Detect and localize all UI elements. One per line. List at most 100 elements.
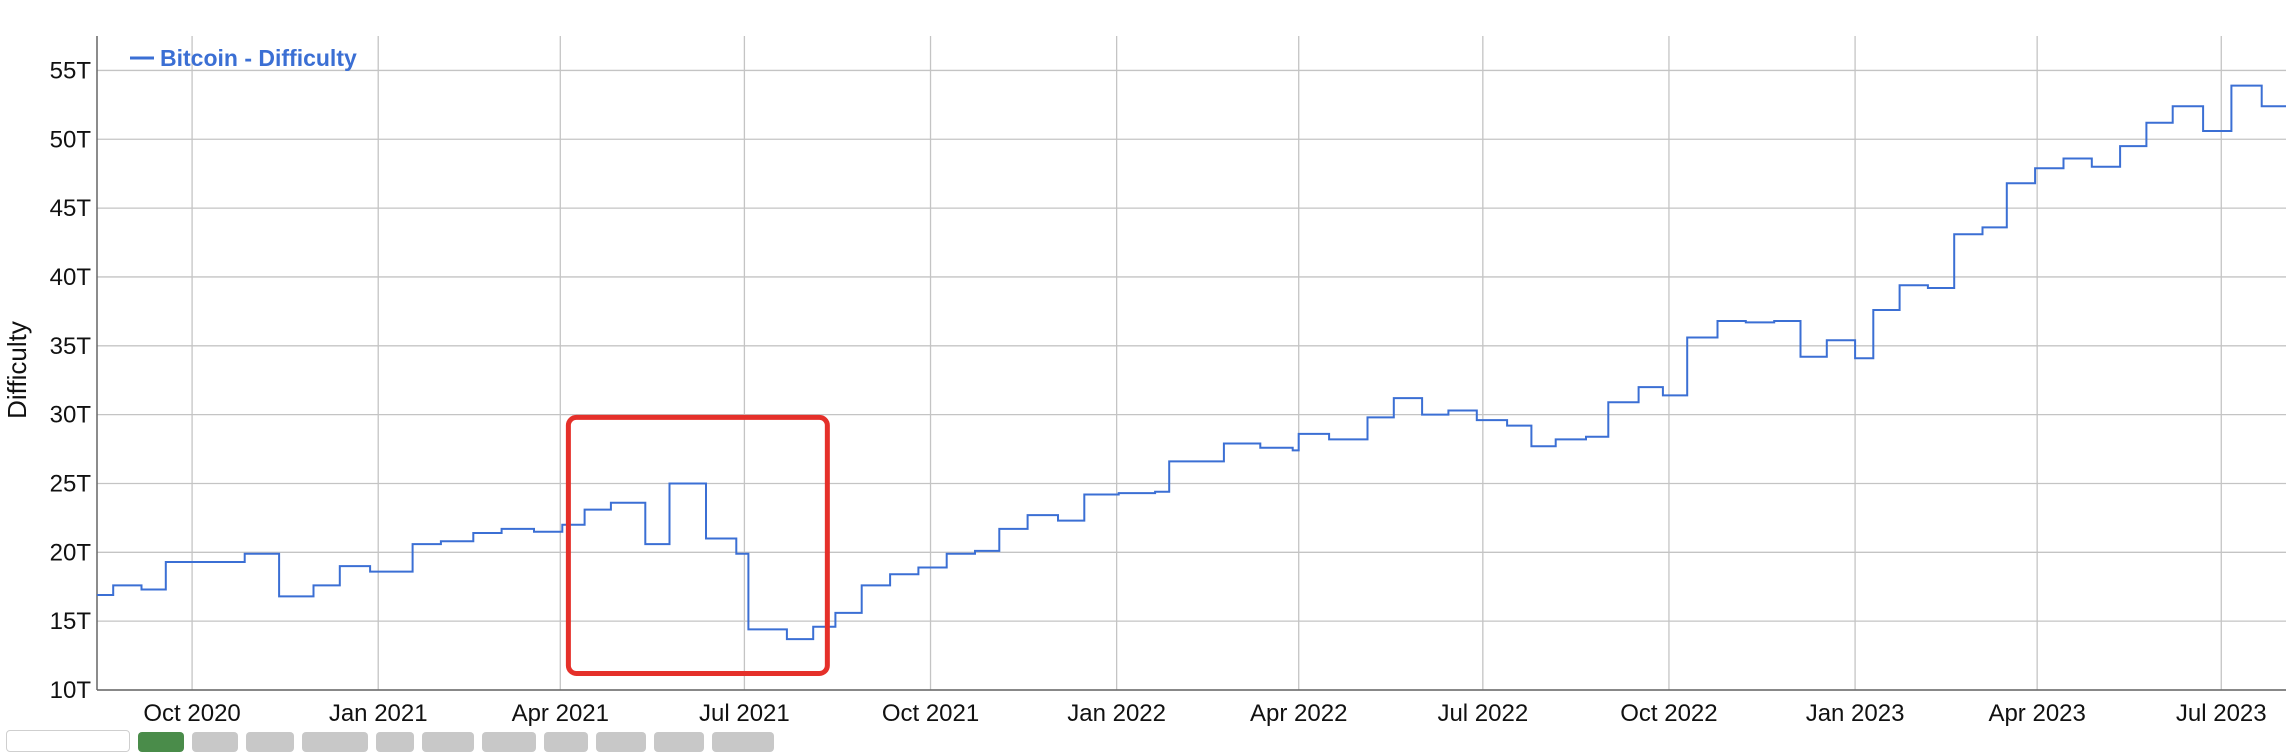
data-point[interactable] — [1166, 458, 1172, 464]
data-point[interactable] — [2061, 156, 2067, 162]
data-point[interactable] — [242, 551, 248, 557]
data-point[interactable] — [582, 507, 588, 513]
range-button[interactable] — [596, 732, 646, 752]
data-point[interactable] — [745, 626, 751, 632]
data-point[interactable] — [944, 551, 950, 557]
data-point[interactable] — [1798, 354, 1804, 360]
data-point[interactable] — [2200, 128, 2206, 134]
data-point[interactable] — [1290, 447, 1296, 453]
data-point[interactable] — [1605, 399, 1611, 405]
data-point[interactable] — [438, 538, 444, 544]
data-point[interactable] — [667, 481, 673, 487]
data-point[interactable] — [915, 565, 921, 571]
data-point[interactable] — [972, 548, 978, 554]
x-tick-label: Apr 2022 — [1250, 700, 1347, 727]
y-tick-label: 25T — [50, 470, 92, 497]
data-point[interactable] — [1870, 307, 1876, 313]
data-point[interactable] — [1980, 224, 1986, 230]
data-point[interactable] — [733, 551, 739, 557]
chart-legend[interactable]: Bitcoin - Difficulty — [130, 45, 357, 71]
range-button[interactable] — [654, 732, 704, 752]
data-point[interactable] — [2259, 103, 2265, 109]
data-point[interactable] — [1852, 355, 1858, 361]
data-point[interactable] — [1715, 318, 1721, 324]
data-point[interactable] — [859, 582, 865, 588]
range-button[interactable] — [246, 732, 294, 752]
data-point[interactable] — [2283, 103, 2289, 109]
data-point[interactable] — [642, 541, 648, 547]
data-point[interactable] — [1296, 431, 1302, 437]
x-tick-label: Apr 2023 — [1988, 700, 2085, 727]
data-point[interactable] — [1081, 492, 1087, 498]
range-button[interactable] — [712, 732, 774, 752]
range-button[interactable] — [376, 732, 414, 752]
data-point[interactable] — [559, 522, 565, 528]
data-point[interactable] — [784, 636, 790, 642]
range-button-active[interactable] — [138, 732, 184, 752]
data-point[interactable] — [887, 571, 893, 577]
data-point[interactable] — [1391, 395, 1397, 401]
data-point[interactable] — [1771, 318, 1777, 324]
data-point[interactable] — [1583, 434, 1589, 440]
data-point[interactable] — [139, 587, 145, 593]
data-point[interactable] — [1636, 384, 1642, 390]
data-point[interactable] — [1116, 490, 1122, 496]
data-point[interactable] — [1055, 518, 1061, 524]
data-point[interactable] — [608, 500, 614, 506]
data-point[interactable] — [703, 536, 709, 542]
data-point[interactable] — [1474, 417, 1480, 423]
data-point[interactable] — [1221, 441, 1227, 447]
range-button[interactable] — [302, 732, 368, 752]
range-button[interactable] — [544, 732, 588, 752]
data-point[interactable] — [367, 569, 373, 575]
data-point[interactable] — [1660, 392, 1666, 398]
data-point[interactable] — [110, 582, 116, 588]
range-button[interactable] — [422, 732, 474, 752]
data-point[interactable] — [2089, 164, 2095, 170]
y-tick-label: 45T — [50, 195, 92, 222]
x-tick-label: Oct 2020 — [143, 700, 240, 727]
data-point[interactable] — [810, 624, 816, 630]
data-point[interactable] — [470, 530, 476, 536]
data-point[interactable] — [1257, 445, 1263, 451]
data-point[interactable] — [1419, 412, 1425, 418]
data-point[interactable] — [163, 559, 169, 565]
data-point[interactable] — [499, 526, 505, 532]
data-point[interactable] — [1897, 282, 1903, 288]
data-point[interactable] — [996, 526, 1002, 532]
data-point[interactable] — [1743, 319, 1749, 325]
data-point[interactable] — [1445, 408, 1451, 414]
data-point[interactable] — [1152, 489, 1158, 495]
range-button[interactable] — [482, 732, 536, 752]
data-point[interactable] — [2032, 165, 2038, 171]
data-point[interactable] — [1553, 436, 1559, 442]
series-line-bitcoin-difficulty[interactable] — [97, 84, 2286, 641]
data-point[interactable] — [1365, 414, 1371, 420]
data-point[interactable] — [1025, 512, 1031, 518]
data-point[interactable] — [410, 541, 416, 547]
data-point[interactable] — [2170, 103, 2176, 109]
data-point[interactable] — [1951, 231, 1957, 237]
data-point[interactable] — [1504, 423, 1510, 429]
range-button[interactable] — [192, 732, 238, 752]
y-axis-title: Difficulty — [2, 321, 32, 419]
data-point[interactable] — [276, 593, 282, 599]
data-point[interactable] — [337, 563, 343, 569]
data-point[interactable] — [1684, 335, 1690, 341]
data-point[interactable] — [1824, 337, 1830, 343]
data-point[interactable] — [94, 592, 100, 598]
data-point[interactable] — [2004, 180, 2010, 186]
data-point[interactable] — [1528, 443, 1534, 449]
data-point[interactable] — [1326, 436, 1332, 442]
data-point[interactable] — [832, 610, 838, 616]
data-point[interactable] — [2117, 143, 2123, 149]
data-point[interactable] — [311, 582, 317, 588]
data-point[interactable] — [2228, 83, 2234, 89]
y-tick-label: 20T — [50, 539, 92, 566]
legend-label-bitcoin-difficulty[interactable]: Bitcoin - Difficulty — [160, 45, 357, 71]
data-point[interactable] — [531, 529, 537, 535]
range-button[interactable] — [6, 730, 130, 752]
data-point[interactable] — [2143, 120, 2149, 126]
data-point[interactable] — [1925, 285, 1931, 291]
data-point[interactable] — [395, 569, 401, 575]
